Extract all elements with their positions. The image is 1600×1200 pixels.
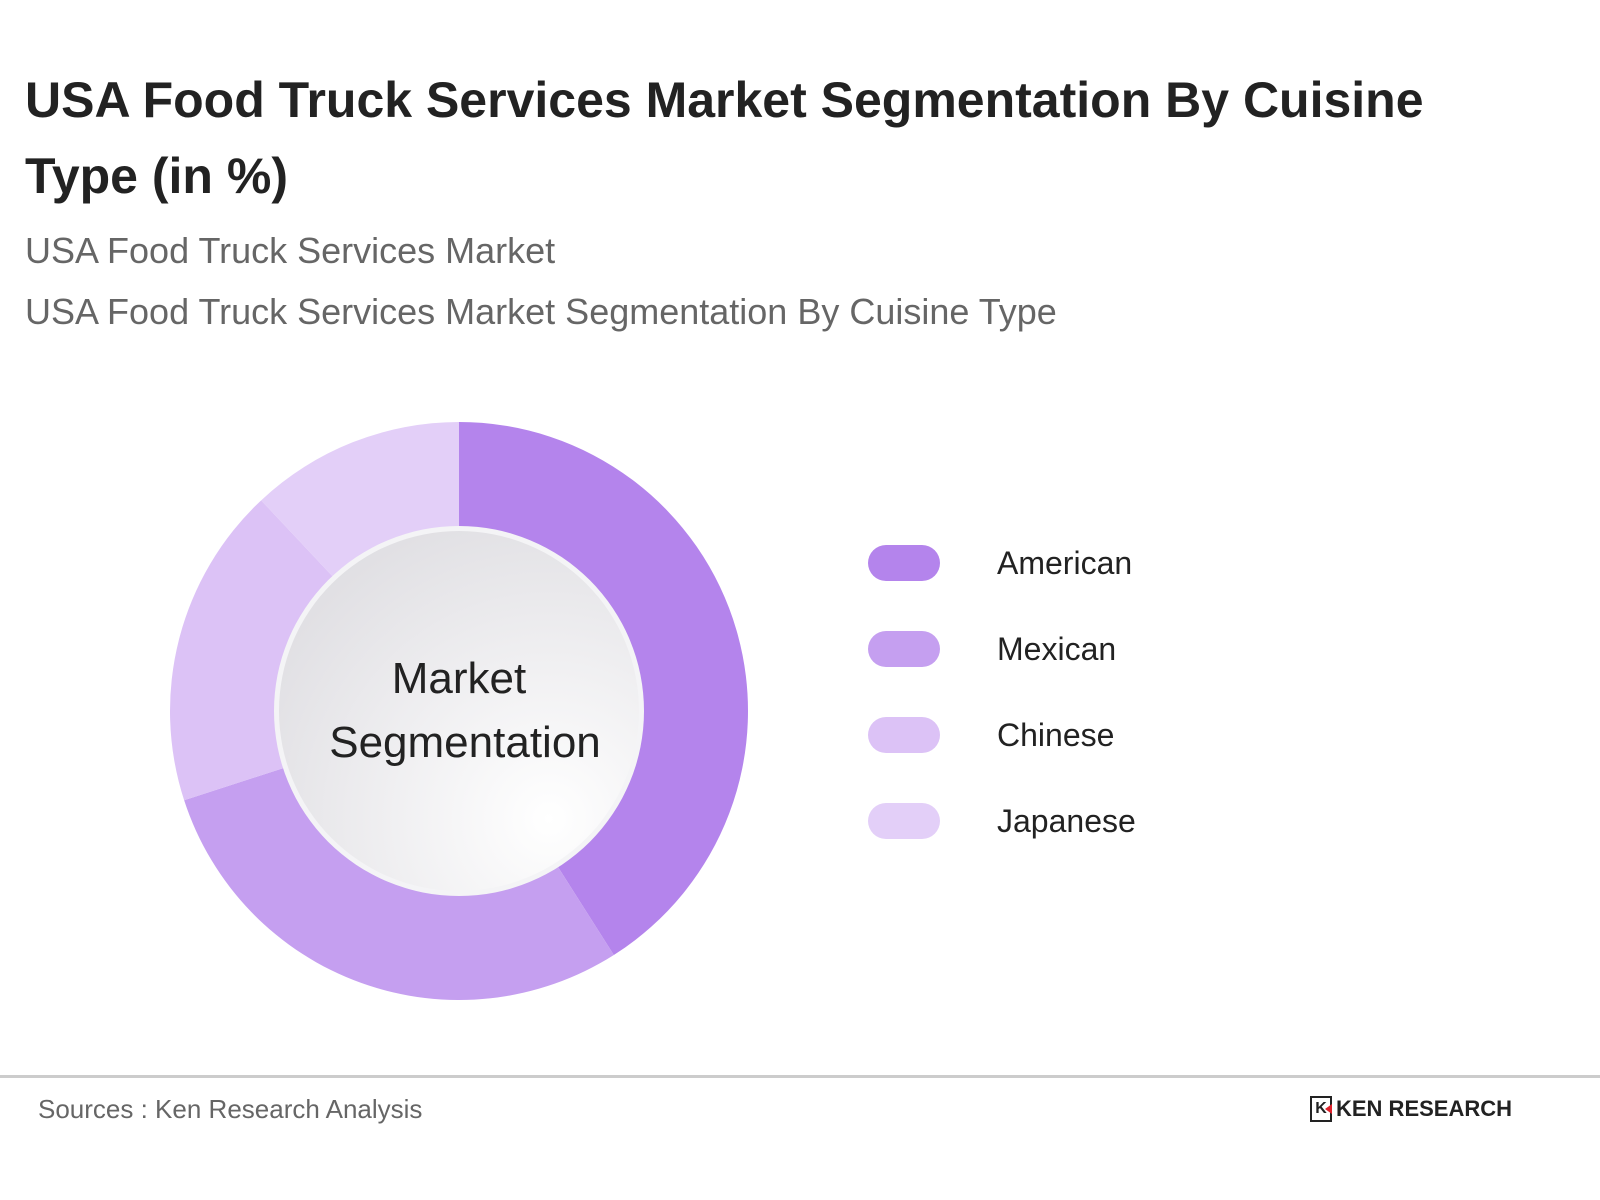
- donut-chart: Market Segmentation: [170, 422, 748, 1000]
- legend-label: Chinese: [997, 716, 1115, 753]
- legend-swatch: [868, 803, 940, 839]
- slice-american: [459, 422, 748, 956]
- subtitle-market: USA Food Truck Services Market: [25, 230, 556, 271]
- footer-divider: [0, 1075, 1600, 1078]
- legend-item-american: American: [868, 520, 1136, 606]
- ken-research-logo: K KEN RESEARCH: [1310, 1096, 1512, 1122]
- legend-item-japanese: Japanese: [868, 778, 1136, 864]
- logo-text: KEN RESEARCH: [1336, 1096, 1513, 1121]
- legend-item-mexican: Mexican: [868, 606, 1136, 692]
- center-label-line1: Market: [392, 654, 526, 703]
- subtitle-segmentation: USA Food Truck Services Market Segmentat…: [25, 291, 1057, 332]
- center-disc: [279, 531, 639, 891]
- chart-title: USA Food Truck Services Market Segmentat…: [25, 72, 1424, 204]
- source-note: Sources : Ken Research Analysis: [38, 1094, 423, 1124]
- center-label-line2: Segmentation: [329, 718, 601, 767]
- legend-label: Mexican: [997, 630, 1117, 667]
- legend-swatch: [868, 631, 940, 667]
- legend-label: Japanese: [997, 802, 1136, 839]
- legend-label: American: [997, 544, 1133, 581]
- logo-k-icon: K: [1310, 1096, 1332, 1122]
- legend-swatch: [868, 717, 940, 753]
- legend-swatch: [868, 545, 940, 581]
- legend: American Mexican Chinese Japanese: [868, 520, 1136, 864]
- slice-chinese: [170, 500, 340, 801]
- legend-item-chinese: Chinese: [868, 692, 1136, 778]
